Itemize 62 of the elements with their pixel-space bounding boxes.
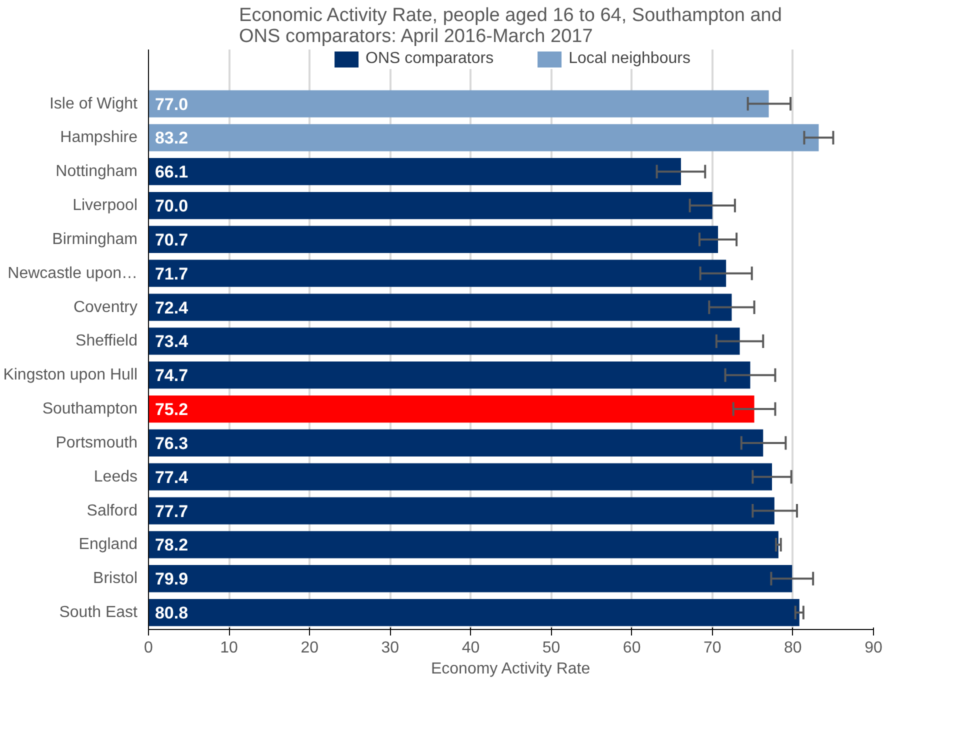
y-tick-label: Southampton (42, 400, 138, 418)
chart-title: Economic Activity Rate, people aged 16 to 64, Southampton and ONS comparators: April 2016-March 2017 (239, 5, 782, 47)
data-label: 80.8 (154, 604, 188, 623)
data-label: 83.2 (154, 128, 188, 148)
y-tick-label: Kingston upon Hull (3, 366, 138, 384)
x-tick-label: 80 (784, 640, 802, 656)
data-label: 72.4 (154, 298, 189, 318)
data-label: 70.0 (154, 196, 188, 216)
y-tick-label: Salford (86, 502, 138, 520)
data-label: 74.7 (154, 366, 188, 386)
y-tick-label: Liverpool (72, 197, 138, 214)
bar (148, 598, 800, 626)
data-label: 79.9 (154, 570, 188, 589)
data-label: 71.7 (154, 264, 188, 284)
data-label: 77.0 (154, 94, 188, 114)
x-tick-label: 30 (381, 640, 400, 656)
bar (148, 192, 712, 220)
x-tick-label: 40 (462, 640, 480, 656)
x-tick-label: 90 (864, 640, 882, 656)
y-tick-label: Portsmouth (56, 434, 138, 452)
bar (148, 158, 681, 186)
bar (148, 226, 718, 254)
bar (148, 90, 769, 118)
y-tick-label: Bristol (93, 570, 138, 588)
bar (148, 531, 778, 558)
y-tick-label: Newcastle upon… (8, 264, 138, 282)
y-tick-label: Hampshire (60, 129, 138, 146)
bar (148, 463, 772, 490)
x-tick-label: 70 (703, 640, 722, 656)
x-axis-title: Economy Activity Rate (430, 660, 590, 678)
x-tick-label: 50 (542, 640, 560, 656)
data-label: 77.7 (154, 502, 188, 521)
y-tick-label: Nottingham (56, 163, 138, 180)
x-tick-label: 20 (300, 640, 319, 656)
x-tick-label: 0 (144, 640, 154, 656)
x-tick-label: 10 (220, 640, 238, 656)
legend-label: ONS comparators (366, 50, 494, 68)
bar (148, 429, 764, 457)
data-label: 77.4 (154, 468, 189, 487)
bar (148, 497, 774, 524)
bar (148, 565, 792, 592)
data-label: 75.2 (154, 400, 188, 420)
y-tick-label: Coventry (73, 298, 138, 316)
x-tick-label: 60 (622, 640, 641, 656)
bar (148, 362, 750, 389)
bar (148, 328, 740, 355)
data-label: 76.3 (154, 434, 188, 453)
data-label: 73.4 (154, 332, 189, 352)
data-label: 78.2 (154, 536, 188, 555)
y-tick-label: Sheffield (76, 332, 138, 350)
y-tick-label: Leeds (94, 468, 138, 486)
bar (148, 260, 726, 287)
bar (148, 124, 819, 152)
y-tick-label: England (78, 536, 138, 554)
legend-label: Local neighbours (568, 50, 690, 68)
bar (148, 395, 754, 423)
y-tick-label: Birmingham (52, 230, 138, 248)
data-label: 66.1 (154, 162, 188, 182)
y-tick-label: South East (59, 604, 138, 622)
data-label: 70.7 (154, 230, 188, 250)
y-tick-label: Isle of Wight (49, 95, 138, 112)
bar (148, 294, 732, 321)
